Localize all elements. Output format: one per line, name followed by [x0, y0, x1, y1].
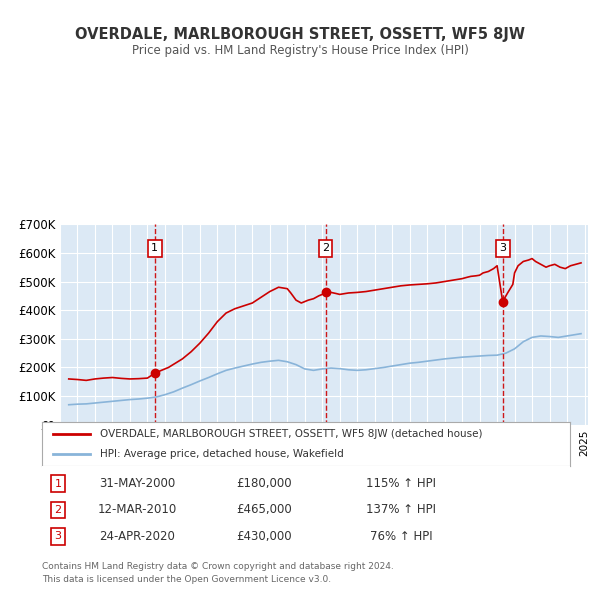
Text: OVERDALE, MARLBOROUGH STREET, OSSETT, WF5 8JW: OVERDALE, MARLBOROUGH STREET, OSSETT, WF…: [75, 27, 525, 41]
Text: Price paid vs. HM Land Registry's House Price Index (HPI): Price paid vs. HM Land Registry's House …: [131, 44, 469, 57]
Text: 31-MAY-2000: 31-MAY-2000: [99, 477, 175, 490]
Text: £465,000: £465,000: [236, 503, 292, 516]
Text: 76% ↑ HPI: 76% ↑ HPI: [370, 530, 433, 543]
Text: Contains HM Land Registry data © Crown copyright and database right 2024.: Contains HM Land Registry data © Crown c…: [42, 562, 394, 571]
Text: 3: 3: [55, 531, 61, 541]
Text: OVERDALE, MARLBOROUGH STREET, OSSETT, WF5 8JW (detached house): OVERDALE, MARLBOROUGH STREET, OSSETT, WF…: [100, 430, 482, 439]
Text: 115% ↑ HPI: 115% ↑ HPI: [366, 477, 436, 490]
Text: 1: 1: [55, 478, 61, 489]
Text: 12-MAR-2010: 12-MAR-2010: [97, 503, 176, 516]
Text: 2: 2: [54, 505, 61, 515]
Text: £430,000: £430,000: [236, 530, 292, 543]
Text: 1: 1: [151, 243, 158, 253]
Text: £180,000: £180,000: [236, 477, 292, 490]
Text: 137% ↑ HPI: 137% ↑ HPI: [366, 503, 436, 516]
Text: 2: 2: [322, 243, 329, 253]
Text: 3: 3: [499, 243, 506, 253]
Text: 24-APR-2020: 24-APR-2020: [99, 530, 175, 543]
Text: This data is licensed under the Open Government Licence v3.0.: This data is licensed under the Open Gov…: [42, 575, 331, 584]
Text: HPI: Average price, detached house, Wakefield: HPI: Average price, detached house, Wake…: [100, 449, 344, 458]
